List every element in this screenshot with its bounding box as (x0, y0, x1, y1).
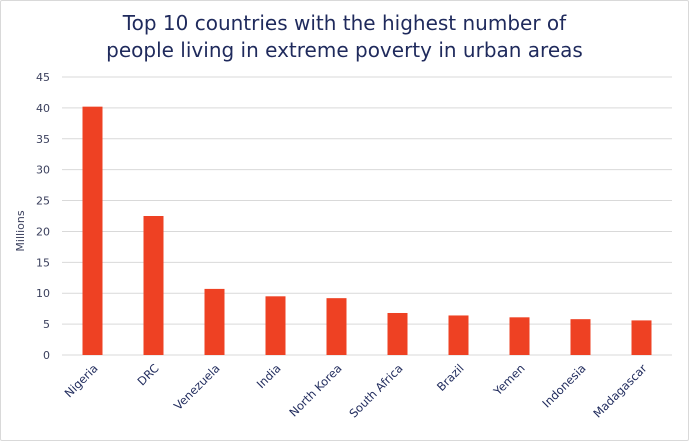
chart-title-line-2: people living in extreme poverty in urba… (106, 38, 583, 62)
x-category-label: Venezuela (171, 361, 223, 413)
bar-india (265, 296, 286, 355)
x-category-label: India (254, 361, 284, 391)
bar-drc (143, 216, 164, 355)
y-tick-label: 30 (36, 164, 50, 177)
x-category-label: South Africa (346, 361, 405, 420)
x-category-label: Brazil (434, 361, 467, 394)
bars (82, 106, 652, 355)
bar-south-africa (387, 312, 408, 355)
bar-nigeria (82, 106, 103, 355)
x-category-label: North Korea (286, 361, 344, 419)
y-axis-ticks: 0 5 10 15 20 25 30 35 40 45 (36, 71, 50, 362)
x-category-label: DRC (135, 361, 162, 388)
y-tick-label: 10 (36, 287, 50, 300)
bar-yemen (509, 317, 530, 355)
y-tick-label: 40 (36, 102, 50, 115)
bar-madagascar (631, 320, 652, 355)
gridlines (62, 76, 672, 356)
y-tick-label: 20 (36, 225, 50, 238)
bar-indonesia (570, 319, 591, 355)
y-tick-label: 35 (36, 133, 50, 146)
y-tick-label: 5 (43, 318, 50, 331)
x-category-label: Madagascar (590, 361, 649, 420)
y-tick-label: 25 (36, 195, 50, 208)
y-tick-label: 15 (36, 256, 50, 269)
bar-venezuela (204, 288, 225, 355)
y-axis-title: Millions (14, 210, 27, 251)
y-tick-label: 45 (36, 71, 50, 84)
x-axis-categories: Nigeria DRC Venezuela India North Korea South… (62, 361, 650, 421)
y-tick-label: 0 (43, 349, 50, 362)
x-category-label: Nigeria (62, 361, 101, 400)
bar-north-korea (326, 298, 347, 355)
x-category-label: Yemen (490, 361, 528, 399)
x-category-label: Indonesia (539, 361, 588, 410)
chart-title-line-1: Top 10 countries with the highest number… (122, 11, 567, 35)
bar-brazil (448, 315, 469, 355)
